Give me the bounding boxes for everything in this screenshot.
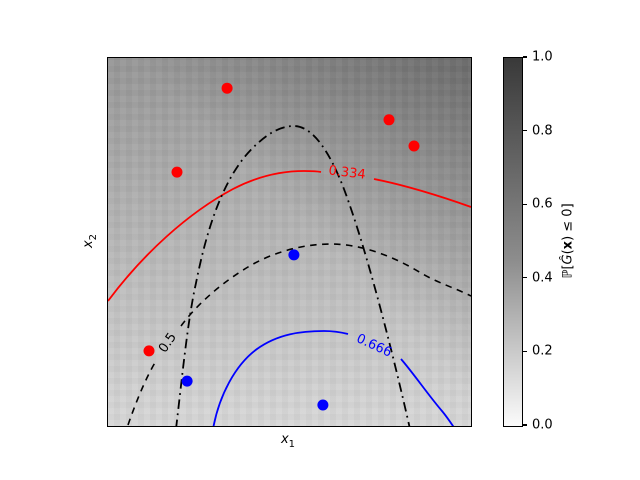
colorbar-tick-label: 1.0 — [532, 49, 553, 65]
scatter-point-red — [408, 140, 420, 152]
colorbar-tick-label: 0.2 — [532, 343, 553, 359]
scatter-point-blue — [288, 249, 300, 261]
colorbar-label-prob: ℙ[ — [560, 264, 576, 279]
colorbar-tick-mark — [523, 130, 527, 132]
scatter-point-blue — [317, 399, 329, 411]
colorbar-tick-label: 0.8 — [532, 123, 553, 139]
contour-path-0666-left — [212, 330, 349, 426]
contour-path-0334-right — [373, 178, 471, 208]
y-axis-label-base: x — [81, 240, 97, 249]
colorbar-label-paren: ( — [560, 249, 576, 255]
contour-path-05-upper — [180, 243, 471, 327]
contour-path-05-lower — [127, 360, 157, 426]
contour-path-0334-left — [108, 170, 322, 302]
scatter-point-red — [171, 166, 183, 178]
colorbar-tick-mark — [523, 277, 527, 279]
colorbar-tick-mark — [523, 56, 527, 58]
colorbar-label-x: x — [560, 240, 576, 250]
y-axis-label-sub: 2 — [87, 233, 99, 241]
scatter-point-red — [383, 114, 395, 126]
scatter-point-blue — [181, 375, 193, 387]
contour-path-0666-right — [400, 358, 455, 426]
limit-state-curve — [175, 125, 411, 426]
plot-svg — [108, 82, 471, 426]
colorbar-tick-label: 0.4 — [532, 270, 553, 286]
colorbar-axis-label: ℙ[Ĝ(x) ≤ 0] — [561, 203, 576, 278]
colorbar-tick-mark — [523, 203, 527, 205]
x-axis-label: x1 — [281, 432, 295, 450]
colorbar-label-rest: ) ≤ 0] — [560, 203, 576, 241]
colorbar-tick-mark — [523, 424, 527, 426]
colorbar-tick-mark — [523, 350, 527, 352]
y-axis-label: x2 — [81, 234, 99, 248]
colorbar-label-ghat: Ĝ — [560, 254, 576, 265]
plot-area: 0.334 0.5 0.666 — [107, 57, 472, 427]
scatter-point-red — [143, 345, 155, 357]
colorbar-tick-label: 0.0 — [532, 417, 553, 433]
colorbar — [503, 57, 523, 427]
colorbar-ticks: 1.0 0.8 0.6 0.4 0.2 0.0 — [523, 50, 583, 433]
x-axis-label-sub: 1 — [288, 438, 296, 450]
x-axis-label-base: x — [280, 432, 289, 448]
scatter-point-red — [221, 82, 233, 94]
colorbar-tick-label: 0.6 — [532, 196, 553, 212]
